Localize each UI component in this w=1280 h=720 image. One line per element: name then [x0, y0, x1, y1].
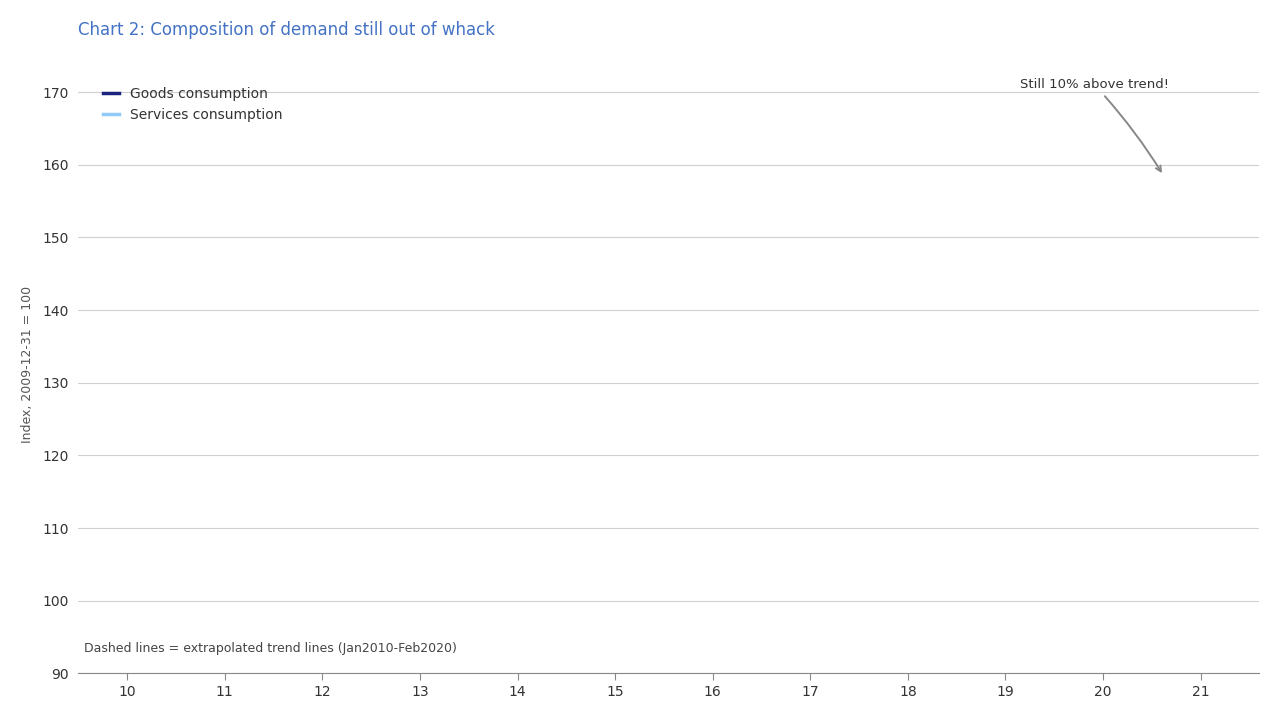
Legend: Goods consumption, Services consumption: Goods consumption, Services consumption: [97, 81, 288, 127]
Y-axis label: Index, 2009-12-31 = 100: Index, 2009-12-31 = 100: [20, 286, 33, 443]
Text: Chart 2: Composition of demand still out of whack: Chart 2: Composition of demand still out…: [78, 21, 495, 39]
Text: Still 10% above trend!: Still 10% above trend!: [1020, 78, 1169, 171]
Text: Dashed lines = extrapolated trend lines (Jan2010-Feb2020): Dashed lines = extrapolated trend lines …: [84, 642, 457, 654]
